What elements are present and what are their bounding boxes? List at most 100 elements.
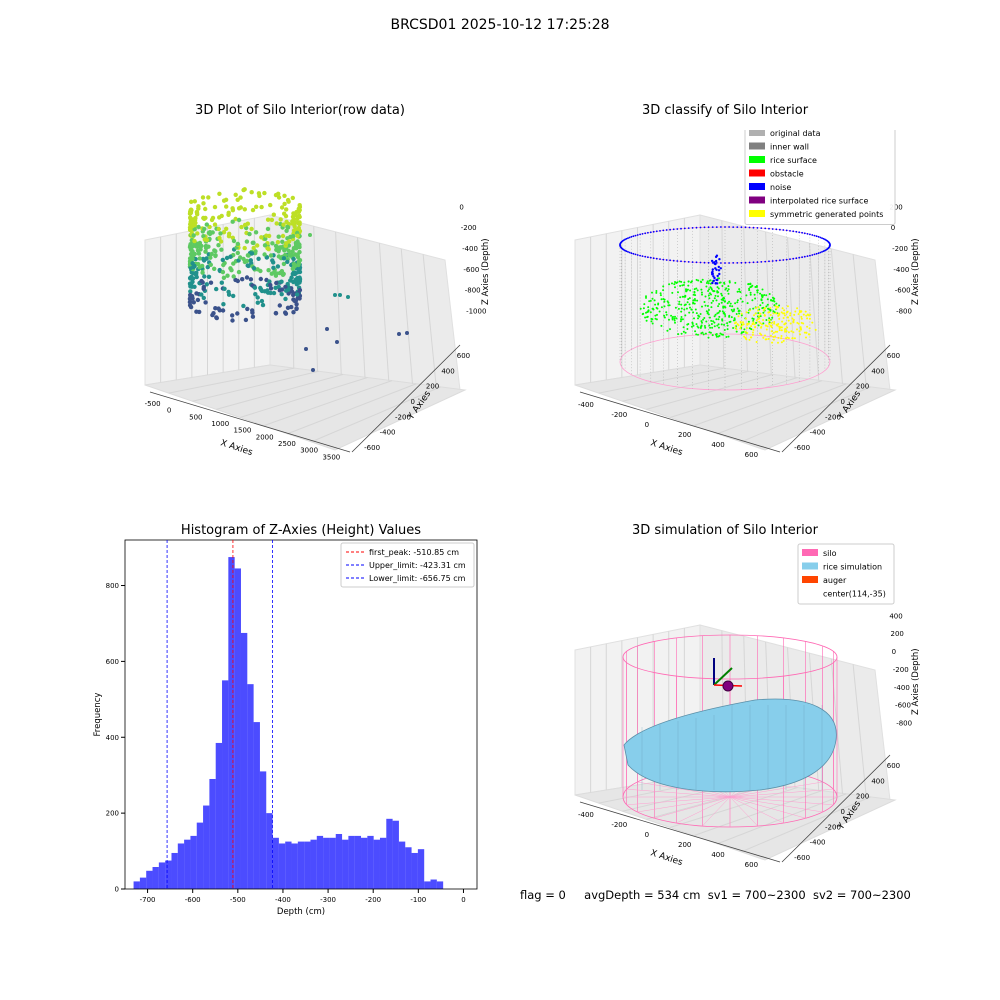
raw-point: [249, 277, 253, 281]
y-tick-label: 600: [106, 658, 119, 666]
rice-surface-point: [643, 307, 645, 309]
noise-point: [692, 261, 694, 263]
noise-point: [772, 260, 774, 262]
noise-point: [786, 230, 788, 232]
raw-point: [209, 281, 213, 285]
rice-surface-point: [716, 325, 718, 327]
rice-surface-point: [722, 334, 724, 336]
legend-label: original data: [770, 130, 821, 138]
rice-surface-point: [733, 308, 735, 310]
auger-marker: [723, 681, 733, 691]
rice-surface-point: [678, 308, 680, 310]
rice-surface-point: [710, 306, 712, 308]
outlier-point: [405, 331, 409, 335]
noise-point: [811, 254, 813, 256]
rice-surface-point: [671, 292, 673, 294]
raw-point: [291, 234, 295, 238]
raw-point: [272, 270, 276, 274]
rice-surface-point: [692, 302, 694, 304]
raw-point: [298, 208, 302, 212]
rice-surface-point: [680, 311, 682, 313]
rice-surface-point: [680, 281, 682, 283]
rice-surface-point: [718, 303, 720, 305]
symmetric-point: [794, 337, 796, 339]
raw-point: [280, 240, 284, 244]
noise-point: [749, 262, 751, 264]
noise-point: [708, 262, 710, 264]
rice-surface-point: [705, 305, 707, 307]
rice-surface-point: [668, 283, 670, 285]
figure-title: BRCSD01 2025-10-12 17:25:28: [0, 17, 1000, 33]
noise-point: [792, 230, 794, 232]
rice-surface-point: [734, 282, 736, 284]
y-tick-label: -400: [380, 429, 396, 437]
rice-surface-point: [697, 280, 699, 282]
noise-point: [789, 258, 791, 260]
noise-point: [798, 257, 800, 259]
legend-label: interpolated rice surface: [770, 197, 868, 206]
rice-surface-point: [760, 298, 762, 300]
x-tick-label: 200: [678, 841, 691, 849]
rice-surface-point: [693, 294, 695, 296]
symmetric-point: [790, 323, 792, 325]
histogram-bar: [412, 853, 418, 889]
rice-surface-point: [674, 316, 676, 318]
rice-surface-point: [702, 319, 704, 321]
raw-point: [288, 253, 292, 257]
rice-surface-point: [647, 316, 649, 318]
y-tick-label: 600: [887, 762, 900, 770]
noise-point: [637, 234, 639, 236]
raw-point: [284, 289, 288, 293]
rice-surface-point: [664, 317, 666, 319]
noise-point: [669, 229, 671, 231]
rice-surface-point: [717, 286, 719, 288]
rice-surface-point: [680, 304, 682, 306]
outlier-point: [335, 340, 339, 344]
raw-point: [286, 306, 290, 310]
legend-swatch: [802, 576, 818, 583]
legend-label: rice surface: [770, 156, 817, 165]
raw-point: [274, 244, 278, 248]
rice-surface-point: [727, 328, 729, 330]
noise-point: [745, 226, 747, 228]
raw-point: [236, 242, 240, 246]
raw-point: [220, 281, 224, 285]
raw-point: [282, 194, 286, 198]
raw-point: [255, 243, 259, 247]
raw-point: [270, 241, 274, 245]
raw-point: [192, 233, 196, 237]
rice-surface-point: [736, 331, 738, 333]
symmetric-point: [775, 331, 777, 333]
rice-surface-point: [711, 323, 713, 325]
raw-point: [232, 274, 236, 278]
rice-surface-point: [724, 329, 726, 331]
noise-point: [713, 261, 715, 263]
symmetric-point: [796, 328, 798, 330]
x-tick-label: -500: [230, 896, 246, 904]
raw-point: [209, 263, 213, 267]
raw-point: [245, 275, 249, 279]
noise-point: [659, 230, 661, 232]
symmetric-point: [764, 308, 766, 310]
noise-point: [659, 258, 661, 260]
noise-point: [631, 252, 633, 254]
noise-point: [736, 226, 738, 228]
symmetric-point: [799, 311, 801, 313]
rice-surface-point: [655, 292, 657, 294]
symmetric-point: [752, 329, 754, 331]
y-tick-label: 200: [106, 810, 119, 818]
rice-surface-point: [667, 302, 669, 304]
rice-surface-point: [714, 325, 716, 327]
histogram-bar: [159, 862, 165, 889]
raw-point: [246, 263, 250, 267]
rice-surface-point: [706, 282, 708, 284]
outlier-point: [304, 347, 308, 351]
histogram-bar: [348, 836, 354, 889]
raw-point: [245, 239, 249, 243]
symmetric-point: [786, 330, 788, 332]
rice-surface-point: [688, 312, 690, 314]
x-tick-label: 2500: [278, 440, 296, 448]
raw-point: [241, 188, 245, 192]
noise-point: [704, 262, 706, 264]
noise-point: [814, 235, 816, 237]
